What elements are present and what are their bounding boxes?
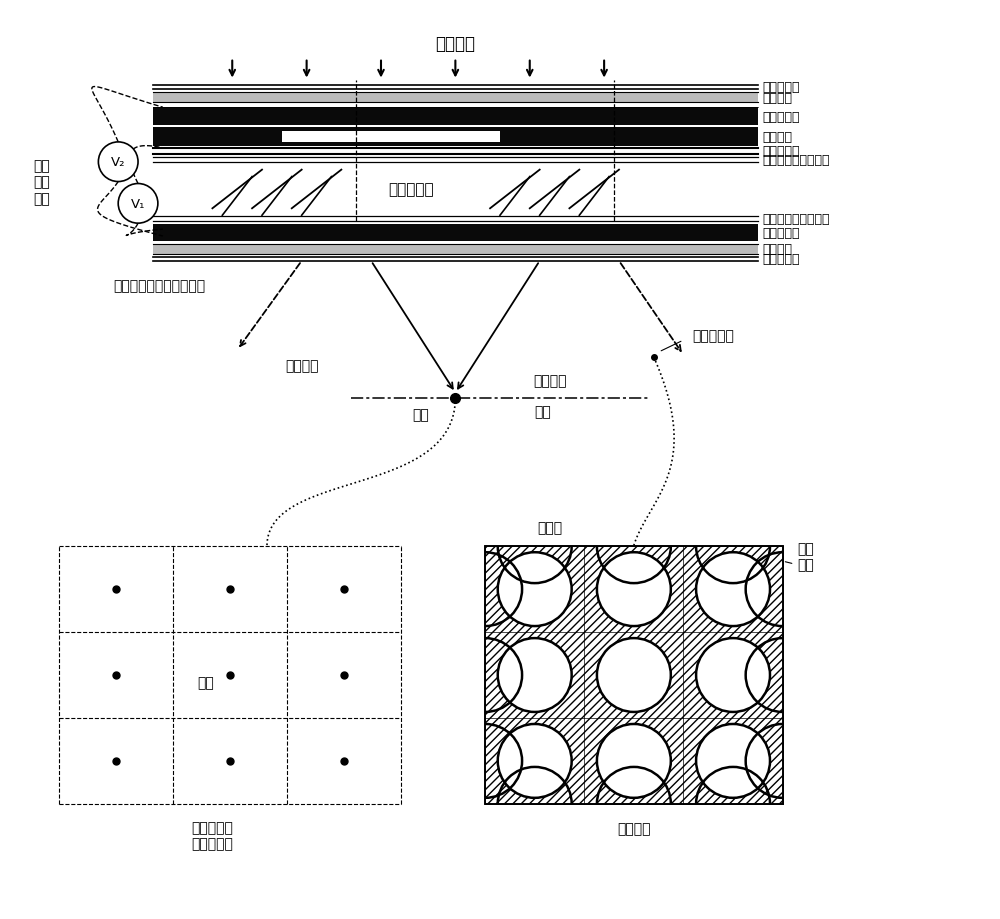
Circle shape: [498, 724, 572, 798]
Text: 第一电极层: 第一电极层: [763, 145, 800, 158]
Circle shape: [696, 552, 770, 627]
Circle shape: [498, 552, 572, 627]
Circle shape: [118, 185, 158, 224]
Text: 第二增透膜: 第二增透膜: [763, 253, 800, 266]
Text: 第一液晶初始取向层: 第一液晶初始取向层: [763, 153, 830, 166]
Text: 公共电极层: 公共电极层: [763, 227, 800, 240]
Text: 单元电控液晶双模微透镜: 单元电控液晶双模微透镜: [113, 279, 205, 293]
Circle shape: [696, 724, 770, 798]
Circle shape: [98, 142, 138, 182]
Text: 驱控
电压
信号: 驱控 电压 信号: [33, 159, 50, 206]
Text: 第二液晶初始取向层: 第二液晶初始取向层: [763, 213, 830, 226]
Bar: [485, 547, 783, 804]
Bar: [485, 547, 783, 804]
Bar: [153, 225, 758, 242]
Text: 电绝缘层: 电绝缘层: [763, 130, 793, 143]
Text: V₁: V₁: [131, 198, 145, 210]
Text: 第二基片: 第二基片: [763, 244, 793, 256]
Text: V₂: V₂: [111, 156, 125, 169]
Text: 第一增透膜: 第一增透膜: [763, 81, 800, 95]
Circle shape: [597, 724, 671, 798]
Text: 发散光场: 发散光场: [617, 822, 651, 835]
Bar: [153, 93, 758, 103]
Circle shape: [498, 639, 572, 712]
Text: 光束发散: 光束发散: [285, 358, 318, 372]
Text: 液晶材料层: 液晶材料层: [388, 182, 434, 198]
Text: 微发散光环: 微发散光环: [692, 329, 734, 343]
Text: 微圆
光环: 微圆 光环: [798, 541, 814, 572]
Bar: [153, 128, 758, 147]
Bar: [153, 108, 758, 126]
Text: 光束汇聚: 光束汇聚: [533, 373, 566, 387]
Text: 焦斑: 焦斑: [412, 408, 429, 422]
Circle shape: [696, 639, 770, 712]
Circle shape: [597, 639, 671, 712]
Text: 第一基片: 第一基片: [763, 92, 793, 105]
Text: 第二电极层: 第二电极层: [763, 110, 800, 123]
Circle shape: [597, 552, 671, 627]
Text: 焦面: 焦面: [535, 405, 551, 419]
Text: 入射光束: 入射光束: [435, 35, 475, 52]
Text: 单元微透镜
光作用区域: 单元微透镜 光作用区域: [191, 821, 233, 851]
Bar: [153, 244, 758, 255]
Text: 微光孔: 微光孔: [537, 521, 562, 535]
Bar: [282, 131, 500, 142]
Text: 焦斑: 焦斑: [198, 675, 214, 689]
